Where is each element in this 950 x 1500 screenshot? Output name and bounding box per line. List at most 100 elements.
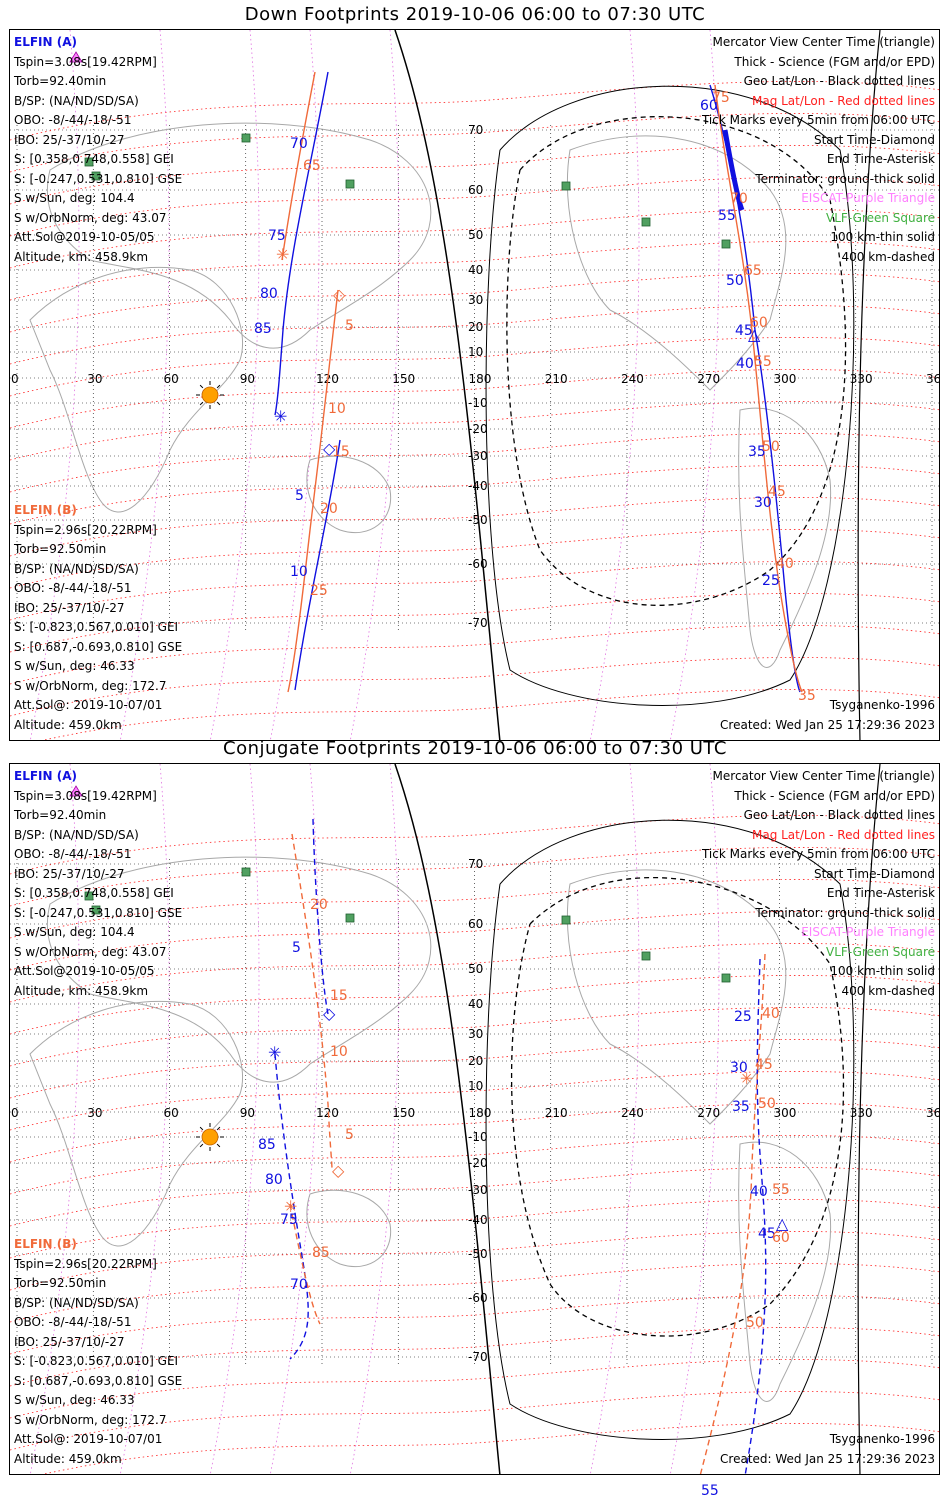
legend-entry: 400 km-dashed bbox=[841, 249, 935, 264]
model-name: Tsyganenko-1996 bbox=[829, 698, 935, 712]
elfin-b-param: S w/OrbNorm, deg: 172.7 bbox=[14, 1412, 167, 1427]
legend-entry: VLF-Green Square bbox=[826, 210, 935, 225]
lat-tick-label: -40 bbox=[468, 479, 488, 493]
lat-tick-label: -60 bbox=[468, 557, 488, 571]
elfin-b-time-label: 50 bbox=[762, 439, 780, 455]
mag-longitude-line bbox=[349, 764, 400, 1474]
lon-tick-label: 210 bbox=[545, 372, 568, 386]
sun-disc bbox=[201, 1128, 219, 1146]
lat-tick-label: -20 bbox=[468, 422, 488, 436]
elfin-a-time-label: 75 bbox=[268, 228, 286, 244]
elfin-b-param: Tspin=2.96s[20.22RPM] bbox=[14, 1256, 157, 1271]
elfin-b-time-label: 60 bbox=[772, 1230, 790, 1246]
elfin-a-time-label: 75 bbox=[280, 1212, 298, 1228]
mag-longitude-line bbox=[669, 30, 720, 740]
lon-tick-label: 210 bbox=[545, 1106, 568, 1120]
terminator-400km bbox=[506, 116, 847, 606]
mag-latitude-line bbox=[10, 401, 939, 461]
terminator-ground-line bbox=[394, 30, 501, 740]
elfin-b-time-label: 5 bbox=[345, 1127, 354, 1143]
elfin-b-param: OBO: -8/-44/-18/-51 bbox=[14, 1315, 132, 1329]
vlf-station-square bbox=[91, 171, 101, 181]
sun-icon bbox=[196, 1123, 224, 1151]
start-diamond: ◇ bbox=[323, 439, 336, 458]
elfin-a-param: IBO: 25/-37/10/-27 bbox=[14, 132, 125, 147]
conjugate-footprints-map: 0 30 60 90 120 150 180 210 240 270 300 330 360 70 60 50… bbox=[9, 763, 940, 1475]
landmass-outline bbox=[46, 122, 432, 349]
bottom-track-label: 55 bbox=[701, 1483, 719, 1499]
elfin-b-time-label: 10 bbox=[328, 401, 346, 417]
elfin-a-param: S: [0.358,0.748,0.558] GEI bbox=[14, 886, 174, 900]
elfin-b-time-label: 85 bbox=[312, 1245, 330, 1261]
lat-tick-label: 40 bbox=[468, 263, 483, 277]
elfin-b-param: S: [0.687,-0.693,0.810] GSE bbox=[14, 639, 183, 654]
elfin-b-track-left bbox=[294, 439, 341, 691]
elfin-a-param: Torb=92.40min bbox=[14, 74, 107, 88]
elfin-b-time-label: 40 bbox=[776, 556, 794, 572]
model-name: Tsyganenko-1996 bbox=[829, 1432, 935, 1446]
elfin-a-info: ELFIN (A) Tspin=3.08s[19.42RPM] Torb=92.40… bbox=[14, 33, 182, 267]
mag-latitude-line bbox=[10, 369, 939, 429]
elfin-b-time-label: 45 bbox=[755, 1057, 773, 1073]
elfin-b-param: Altitude: 459.0km bbox=[14, 1451, 122, 1466]
landmass-outline bbox=[46, 856, 432, 1083]
mag-latitude-line bbox=[10, 1167, 939, 1227]
elfin-b-track-left-lower bbox=[289, 1203, 321, 1325]
legend-entry: 400 km-dashed bbox=[841, 983, 935, 998]
elfin-a-param: Torb=92.40min bbox=[14, 808, 107, 822]
elfin-b-time-label: 20 bbox=[310, 897, 328, 913]
landmass-outline bbox=[738, 407, 832, 668]
lat-tick-label: -70 bbox=[468, 616, 488, 630]
elfin-a-time-label: 70 bbox=[290, 136, 308, 152]
mag-latitude-line bbox=[10, 561, 939, 621]
elfin-a-param: S: [0.358,0.748,0.558] GEI bbox=[14, 152, 174, 166]
lat-tick-label: 70 bbox=[468, 857, 483, 871]
end-asterisk: ✳ bbox=[276, 245, 289, 264]
elfin-a-time-label: 10 bbox=[290, 564, 308, 580]
lon-tick-label: 240 bbox=[621, 372, 644, 386]
elfin-a-param: OBO: -8/-44/-18/-51 bbox=[14, 113, 132, 127]
elfin-b-info: ELFIN (B) Tspin=2.96s[20.22RPM] Torb=92.50… bbox=[14, 501, 182, 735]
mag-latitude-line bbox=[10, 81, 939, 141]
mag-latitude-line bbox=[42, 1423, 939, 1474]
elfin-a-track-left-upper bbox=[312, 818, 329, 1015]
legend-entry: Geo Lat/Lon - Black dotted lines bbox=[743, 74, 935, 88]
elfin-b-time-label: 55 bbox=[754, 354, 772, 370]
elfin-a-param: OBO: -8/-44/-18/-51 bbox=[14, 847, 132, 861]
landmass-outline bbox=[306, 455, 392, 534]
mag-latitude-line bbox=[10, 1135, 939, 1195]
lon-tick-label: 0 bbox=[11, 372, 19, 386]
mag-longitude-line bbox=[669, 764, 720, 1474]
legend-entry: Mercator View Center Time (triangle) bbox=[712, 35, 935, 49]
elfin-a-info: ELFIN (A) Tspin=3.08s[19.42RPM] Torb=92.40… bbox=[14, 767, 182, 1001]
elfin-a-param: Tspin=3.08s[19.42RPM] bbox=[14, 54, 157, 69]
elfin-a-time-label: 5 bbox=[295, 488, 304, 504]
vlf-station-square bbox=[91, 905, 101, 915]
elfin-b-param: S w/Sun, deg: 46.33 bbox=[14, 1393, 135, 1407]
sun-ray bbox=[216, 1143, 221, 1148]
elfin-b-time-label: 15 bbox=[332, 444, 350, 460]
lat-tick-label: -10 bbox=[468, 1130, 488, 1144]
end-asterisk: ✳ bbox=[268, 1043, 281, 1062]
terminator-100km bbox=[485, 819, 855, 1440]
vlf-station-square bbox=[241, 867, 251, 877]
elfin-a-param: S w/Sun, deg: 104.4 bbox=[14, 191, 135, 205]
elfin-a-time-label: 60 bbox=[700, 98, 718, 114]
geo-grid bbox=[10, 125, 939, 630]
lat-tick-label: -60 bbox=[468, 1291, 488, 1305]
lat-tick-label: 30 bbox=[468, 1027, 483, 1041]
vlf-station-square bbox=[84, 157, 94, 167]
sun-ray bbox=[216, 1126, 221, 1131]
terminator-ground-line bbox=[857, 30, 881, 740]
sun-ray bbox=[216, 384, 221, 389]
sun-ray bbox=[199, 1126, 204, 1131]
elfin-b-time-label: 50 bbox=[746, 1315, 764, 1331]
mag-latitude-line bbox=[10, 943, 939, 1003]
sun-icon bbox=[196, 381, 224, 409]
elfin-a-param: Tspin=3.08s[19.42RPM] bbox=[14, 788, 157, 803]
start-diamond: ◇ bbox=[332, 1161, 345, 1180]
mag-latitude-line bbox=[10, 625, 939, 685]
elfin-b-param: Torb=92.50min bbox=[14, 542, 107, 556]
elfin-a-time-label: 25 bbox=[762, 573, 780, 589]
mag-latitude-line bbox=[10, 657, 939, 717]
